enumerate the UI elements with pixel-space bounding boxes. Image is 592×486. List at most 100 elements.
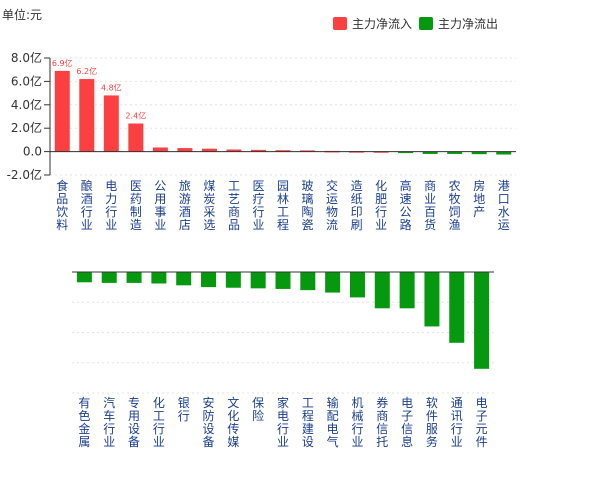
x-tick-label-char: 子 [476,409,488,423]
x-tick-label-char: 电 [327,422,339,436]
x-tick-label-char: 传 [227,421,239,436]
x-tick-label-char: 有 [78,396,90,410]
x-tick-label-char: 艺 [228,192,240,206]
x-tick-label-char: 旅 [179,179,191,193]
x-tick-label-char: 料 [56,218,68,232]
bar [349,272,365,298]
x-tick-label-char: 陶 [302,204,314,219]
x-tick-label-char: 地 [473,192,485,206]
x-tick-label-char: 机 [351,396,363,410]
x-tick-label-char: 选 [203,218,215,232]
legend-outflow[interactable]: 主力净流出 [419,15,498,32]
legend-inflow[interactable]: 主力净流入 [333,15,412,32]
x-tick-label-char: 配 [327,409,339,423]
x-tick-label-char: 属 [78,435,90,449]
x-tick-label-char: 游 [179,192,191,206]
x-tick-label-char: 电 [476,396,488,410]
x-tick-label-char: 业 [153,435,165,449]
x-tick-label-char: 务 [426,434,438,449]
x-tick-label-char: 公 [400,205,412,219]
x-tick-label-char: 行 [451,422,463,436]
bar [177,148,193,152]
x-tick-label-char: 信 [376,422,388,436]
bar [496,151,512,155]
x-tick-label-char: 专 [128,395,140,410]
x-tick-label-char: 炭 [203,192,215,206]
legend-inflow-swatch [333,17,347,30]
x-tick-label-char: 程 [302,408,314,423]
x-tick-label-char: 商 [228,204,240,219]
x-tick-label-char: 运 [326,192,338,206]
x-tick-label-char: 券 [376,395,388,410]
y-tick-label: 2.0亿 [11,120,42,135]
x-tick-label-char: 货 [424,217,436,232]
bar [176,272,192,286]
x-tick-label-char: 玻 [302,179,314,193]
x-tick-label-char: 业 [103,435,115,449]
x-tick-label-char: 路 [400,217,412,232]
legend-outflow-label: 主力净流出 [438,17,499,31]
x-tick-label-char: 璃 [302,192,314,206]
x-tick-label-char: 件 [426,409,438,423]
x-tick-label-char: 业 [105,218,117,232]
x-tick-label-char: 速 [400,192,412,206]
x-tick-label-char: 业 [424,192,436,206]
x-tick-label-char: 文 [227,395,239,410]
x-tick-label-char: 渔 [449,218,461,232]
x-tick-label-char: 安 [203,395,215,410]
x-tick-label-char: 设 [128,422,140,436]
x-tick-label-char: 化 [375,179,387,193]
bar [76,272,92,283]
x-tick-label-char: 通 [451,396,463,410]
x-tick-label-char: 力 [105,192,117,206]
y-tick-label: 8.0亿 [11,50,42,65]
x-tick-label-char: 业 [81,218,93,232]
x-tick-label-char: 业 [375,218,387,232]
x-tick-label-char: 流 [326,218,338,232]
x-tick-label-char: 瓷 [302,218,314,232]
bar [250,272,266,289]
x-tick-label-char: 险 [252,408,264,423]
bar [398,151,414,154]
x-tick-label-char: 行 [252,205,264,219]
x-tick-label-char: 纸 [351,192,363,206]
legend-inflow-label: 主力净流入 [352,17,413,31]
y-tick-label: -2.0亿 [7,167,42,182]
x-tick-label-char: 化 [227,409,239,423]
x-tick-label-char: 行 [103,422,115,436]
bar [128,123,144,152]
x-tick-label-char: 交 [326,178,338,193]
x-tick-label-char: 酿 [81,178,93,193]
x-tick-label-char: 百 [424,205,436,219]
x-tick-label-char: 工 [302,396,314,410]
x-tick-label-char: 煤 [203,179,215,193]
x-tick-label-char: 业 [451,435,463,449]
x-tick-label-char: 造 [130,218,142,232]
x-tick-label-char: 电 [401,396,413,410]
x-tick-label-char: 业 [252,218,264,232]
data-label: 6.9亿 [52,58,73,68]
x-tick-label-char: 息 [401,434,413,449]
y-tick-label: 0.0 [23,145,42,159]
x-tick-label-char: 保 [252,396,264,410]
x-tick-label-char: 公 [154,179,166,193]
data-label: 4.8亿 [101,82,122,92]
